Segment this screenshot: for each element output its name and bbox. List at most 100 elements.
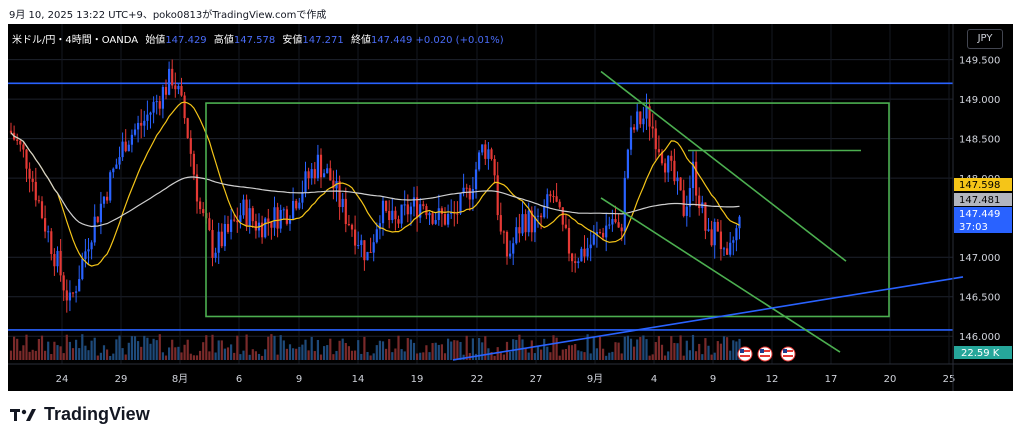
volume-bar <box>636 339 639 360</box>
candle-body <box>493 158 496 176</box>
price-label-bg <box>954 220 1012 233</box>
volume-bar <box>440 344 443 360</box>
candle-body <box>288 218 292 224</box>
x-tick-label: 25 <box>943 374 956 385</box>
candle-body <box>124 141 127 152</box>
low-label: 安値 <box>282 35 303 46</box>
candle-body <box>543 206 546 218</box>
volume-bar <box>44 350 47 360</box>
y-tick-label: 146.000 <box>959 332 1000 343</box>
volume-bar <box>378 340 381 360</box>
candle-body <box>248 208 251 226</box>
candle-body <box>589 244 592 249</box>
volume-bar <box>602 348 605 360</box>
candle-body <box>78 279 81 292</box>
volume-bar <box>242 350 245 360</box>
volume-bar <box>230 344 233 360</box>
volume-bar <box>261 355 264 360</box>
candle-body <box>527 210 530 233</box>
candle-body <box>484 144 487 159</box>
volume-bar <box>530 340 533 360</box>
x-tick-label: 8月 <box>172 373 188 385</box>
volume-bar <box>465 335 468 360</box>
volume-bar <box>648 355 651 360</box>
high-label: 高値 <box>213 35 234 46</box>
volume-bar <box>273 335 276 360</box>
volume-bar <box>577 350 580 360</box>
candle-body <box>456 213 459 215</box>
flag-stripe <box>740 355 750 357</box>
volume-bar <box>549 352 552 360</box>
volume-bar <box>31 349 34 360</box>
x-tick-label: 14 <box>352 374 365 385</box>
candle-body <box>40 201 44 219</box>
us-flag-icon[interactable] <box>737 346 753 362</box>
close-value: 147.449 <box>370 35 413 46</box>
volume-bar <box>264 349 267 360</box>
symbol-label[interactable]: 米ドル/円・4時間・OANDA <box>12 35 139 46</box>
candle-body <box>443 214 447 225</box>
candle-body <box>412 197 416 207</box>
range-box <box>205 102 890 318</box>
volume-bar <box>62 353 65 360</box>
volume-bar <box>115 339 118 360</box>
flag-stripe <box>783 355 793 357</box>
volume-bar <box>558 355 561 360</box>
candle-body <box>419 204 422 218</box>
volume-bar <box>84 345 87 360</box>
volume-bar <box>608 352 611 360</box>
candle-body <box>301 192 304 203</box>
us-flag-icon[interactable] <box>757 346 773 362</box>
price-chart[interactable]: 149.500149.000148.500148.000147.000146.5… <box>8 24 1013 391</box>
volume-bar <box>301 344 304 360</box>
candle-body <box>168 68 171 95</box>
candle-body <box>440 208 443 215</box>
volume-bar <box>121 348 124 360</box>
tradingview-logo[interactable]: TradingView <box>10 404 150 425</box>
volume-bar <box>428 352 431 360</box>
volume-bar <box>484 336 487 360</box>
candle-body <box>211 229 214 258</box>
high-value: 147.578 <box>233 35 276 46</box>
volume-bar <box>211 334 214 360</box>
candle-body <box>96 216 99 223</box>
volume-bar <box>704 338 707 360</box>
open-value: 147.429 <box>165 35 207 46</box>
currency-button[interactable]: JPY <box>967 29 1003 49</box>
volume-bar <box>137 341 140 360</box>
candle-body <box>564 224 567 228</box>
us-flag-icon[interactable] <box>780 346 796 362</box>
volume-bar <box>481 342 484 360</box>
volume-bar <box>192 355 195 360</box>
candle-body <box>577 261 580 264</box>
candle-body <box>378 223 381 230</box>
candle-body <box>19 140 22 145</box>
candle-body <box>428 213 431 216</box>
candle-body <box>574 261 577 264</box>
chart-area[interactable]: 149.500149.000148.500148.000147.000146.5… <box>8 24 1013 391</box>
volume-bar <box>357 340 360 360</box>
candle-body <box>688 188 691 207</box>
candle-body <box>431 213 434 224</box>
volume-bar <box>707 345 710 360</box>
volume-bar <box>257 353 261 360</box>
volume-bar <box>518 334 521 360</box>
volume-bar <box>180 352 183 360</box>
candle-body <box>239 215 242 223</box>
candle-body <box>273 207 276 228</box>
volume-bar <box>679 335 682 360</box>
candle-body <box>199 201 202 210</box>
candle-body <box>106 196 109 201</box>
volume-bar <box>409 339 412 360</box>
volume-bar <box>354 350 357 360</box>
volume-bar <box>270 334 273 360</box>
candle-body <box>487 149 490 159</box>
candle-body <box>75 291 78 293</box>
x-tick-label: 6 <box>236 374 242 385</box>
candle-body <box>664 163 667 173</box>
candle-body <box>602 232 605 238</box>
candle-body <box>357 245 360 247</box>
candle-body <box>614 219 617 223</box>
volume-bar <box>443 353 447 360</box>
volume-bar <box>533 353 536 360</box>
